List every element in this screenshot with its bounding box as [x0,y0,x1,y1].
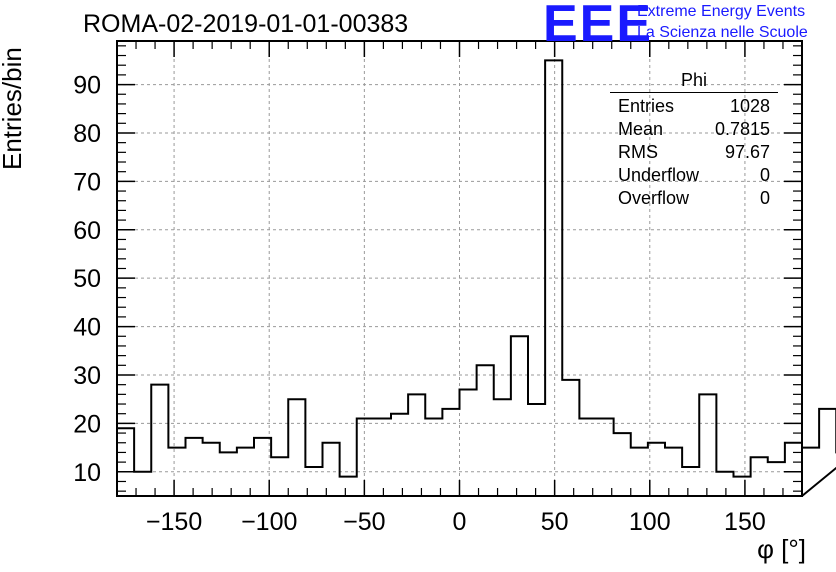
eee-logo: EEE [543,0,654,53]
stats-row-mean: Mean 0.7815 [610,118,778,141]
y-tick-label: 50 [73,265,101,293]
y-tick-label: 80 [73,120,101,148]
stats-label: Underflow [618,165,700,185]
stats-label: Entries [618,96,675,116]
x-tick-label: −50 [343,508,385,536]
x-tick-label: −100 [241,508,297,536]
y-tick-label: 60 [73,217,101,245]
stats-label: Mean [618,119,664,139]
x-tick-label: 50 [541,508,569,536]
axis-ticks [116,41,803,496]
stats-row-overflow: Overflow 0 [610,187,778,210]
grid-lines [117,41,802,496]
stats-row-entries: Entries 1028 [610,95,778,118]
x-tick-label: 0 [453,508,467,536]
stats-label: RMS [618,142,658,162]
stats-row-underflow: Underflow 0 [610,164,778,187]
x-tick-label: 100 [629,508,671,536]
stats-row-rms: RMS 97.67 [610,141,778,164]
stats-value: 0 [759,188,770,208]
y-tick-label: 90 [73,72,101,100]
y-tick-label: 40 [73,314,101,342]
stats-value: 97.67 [724,142,770,162]
y-tick-label: 30 [73,362,101,390]
x-tick-label: −150 [146,508,202,536]
y-tick-label: 70 [73,168,101,196]
stats-label: Overflow [618,188,690,208]
x-tick-label: 150 [724,508,766,536]
histogram-outline [116,59,836,497]
stats-box: Phi Entries 1028 Mean 0.7815 RMS 97.67 U… [610,70,778,210]
stats-value: 0 [759,165,770,185]
logo-line-2: La Scienza nelle Scuole [637,24,808,41]
plot-frame [116,40,803,497]
tick-labels: −150 −100 −50 0 50 100 150 10 20 30 40 50 60 70 80 90 [73,72,766,536]
stats-box-title: Phi [610,70,778,93]
stats-value: 1028 [729,96,770,116]
y-tick-label: 20 [73,410,101,438]
chart-title: ROMA-02-2019-01-01-00383 [83,10,409,38]
y-axis-label: Entries/bin [0,47,27,170]
stats-value: 0.7815 [714,119,770,139]
y-tick-label: 10 [73,459,101,487]
logo-line-1: Extreme Energy Events [637,3,806,20]
x-axis-label: φ [°] [757,534,806,564]
